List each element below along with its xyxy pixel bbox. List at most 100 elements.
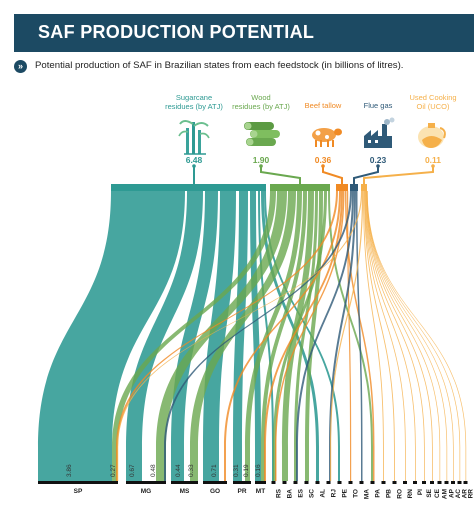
state-label-am: AM xyxy=(442,489,449,499)
state-label-ap: AP xyxy=(449,488,456,498)
state-bar-pb xyxy=(381,481,386,484)
feedstock-value-wood: 1.90 xyxy=(253,155,270,165)
feedstock-name-uco: Used Cooking xyxy=(409,93,456,102)
feedstock-bar-flue xyxy=(350,184,358,191)
flow-sugarcane-sp xyxy=(38,191,185,481)
feedstock-name-uco: Oil (UCO) xyxy=(417,102,450,111)
flow-tallow-to xyxy=(347,191,352,481)
connector-tallow xyxy=(322,166,343,184)
value-label-go-sugarcane: 0.71 xyxy=(211,464,218,477)
cow-icon xyxy=(312,128,342,147)
state-label-ce: CE xyxy=(434,488,441,498)
value-label-sp-sugarcane: 3.86 xyxy=(66,464,73,477)
connector-dot-flue xyxy=(376,164,380,168)
state-label-pr: PR xyxy=(237,488,246,495)
state-bar-pr xyxy=(233,481,251,484)
state-bar-pe xyxy=(337,481,342,484)
state-label-to: TO xyxy=(353,489,360,498)
feedstock-name-wood: residues (by ATJ) xyxy=(232,102,290,111)
state-label-mt: MT xyxy=(256,488,265,495)
connector-dot-sugarcane xyxy=(192,164,196,168)
factory-icon xyxy=(364,117,395,148)
state-label-go: GO xyxy=(210,488,220,495)
state-bar-rr xyxy=(463,481,468,484)
state-bar-am xyxy=(437,481,442,484)
state-bar-sc xyxy=(304,481,309,484)
feedstock-value-sugarcane: 6.48 xyxy=(186,155,203,165)
state-bar-mg xyxy=(126,481,166,484)
state-bar-es xyxy=(293,481,298,484)
state-bar-ro xyxy=(392,481,397,484)
flow-sugarcane-ms xyxy=(171,191,218,481)
value-label-pr-wood: 0.19 xyxy=(243,464,250,477)
feedstock-value-uco: 0.11 xyxy=(425,155,441,165)
flow-wood-pr xyxy=(245,191,302,481)
state-bar-mt xyxy=(255,481,266,484)
feedstock-bar-sugarcane xyxy=(111,184,266,191)
feedstock-bar-tallow xyxy=(336,184,348,191)
connector-dot-wood xyxy=(259,164,263,168)
value-label-pr-sugarcane: 0.31 xyxy=(233,464,240,477)
subtitle-row: » Potential production of SAF in Brazili… xyxy=(14,59,464,75)
state-label-pi: PI xyxy=(417,489,424,495)
feedstock-value-tallow: 0.36 xyxy=(315,155,332,165)
state-bar-ba xyxy=(282,481,287,484)
state-label-ac: AC xyxy=(455,489,462,499)
state-bar-sp xyxy=(38,481,118,484)
title-banner: SAF PRODUCTION POTENTIAL xyxy=(14,14,474,52)
state-label-rn: RN xyxy=(407,489,414,499)
feedstock-bar-group xyxy=(111,184,367,191)
connector-wood xyxy=(260,166,301,184)
flow-sugarcane-rs xyxy=(258,191,274,481)
value-label-ms-sugarcane: 0.44 xyxy=(175,464,182,477)
feedstock-name-sugarcane: Sugarcane xyxy=(176,93,212,102)
state-bar-go xyxy=(203,481,227,484)
state-label-pb: PB xyxy=(386,489,393,498)
state-label-rj: RJ xyxy=(331,489,338,498)
state-bar-se xyxy=(422,481,426,484)
state-bar-pa xyxy=(370,481,375,484)
feedstock-name-wood: Wood xyxy=(251,93,270,102)
state-bar-rs xyxy=(271,481,276,484)
flow-sugarcane-go xyxy=(203,191,236,481)
feedstock-name-tallow: Beef tallow xyxy=(305,101,342,110)
value-label-mt-sugarcane: 0.16 xyxy=(255,464,262,477)
state-label-sc: SC xyxy=(309,489,316,498)
connector-dot-tallow xyxy=(321,164,325,168)
value-label-mg-wood: 0.48 xyxy=(150,464,157,477)
flow-uco-ar xyxy=(366,191,461,481)
state-label-rr: RR xyxy=(468,489,474,499)
state-label-al: AL xyxy=(320,489,327,498)
state-label-pe: PE xyxy=(342,488,349,497)
state-label-ar: AR xyxy=(462,489,469,499)
connector-flue xyxy=(353,166,379,184)
value-label-sp-wood: 0.27 xyxy=(110,464,117,477)
feedstock-value-flue: 0.23 xyxy=(370,155,387,165)
feedstock-name-sugarcane: residues (by ATJ) xyxy=(165,102,223,111)
feedstock-bar-wood xyxy=(270,184,330,191)
state-label-es: ES xyxy=(298,488,305,497)
flow-group xyxy=(38,191,467,481)
wood-logs-icon xyxy=(244,122,280,146)
flow-uco-ac xyxy=(366,191,454,481)
state-label-ma: MA xyxy=(364,489,371,499)
state-bar-rn xyxy=(403,481,407,484)
state-bar-rj xyxy=(326,481,331,484)
state-bar-to xyxy=(348,481,353,484)
state-label-rs: RS xyxy=(276,488,283,498)
connector-uco xyxy=(363,166,434,184)
state-bar-ap xyxy=(444,481,449,484)
flow-uco-ap xyxy=(366,191,448,481)
state-label-sp: SP xyxy=(74,488,83,495)
state-label-ba: BA xyxy=(287,489,294,499)
state-bars-group: SP MG MS GO PR MT RS BA ES SC AL RJ PE TO MA PA PB RO RN PI… xyxy=(38,464,474,499)
state-bar-ar xyxy=(457,481,462,484)
flow-uco-rr xyxy=(367,191,467,481)
connector-group xyxy=(192,164,435,184)
feedstock-icons xyxy=(178,117,446,155)
subtitle: Potential production of SAF in Brazilian… xyxy=(35,60,404,71)
feedstock-name-flue: Flue gas xyxy=(364,101,393,110)
state-bar-ma xyxy=(359,481,364,484)
